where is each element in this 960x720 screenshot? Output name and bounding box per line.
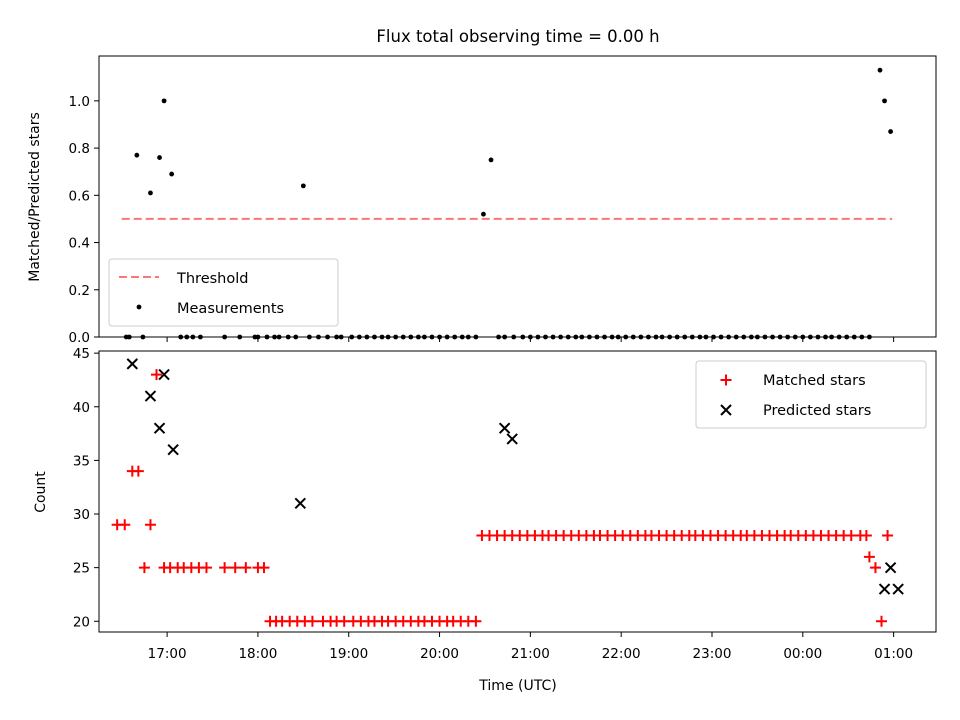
top-y-tick-label: 0.6 [69,188,90,204]
legend-measurement-label: Measurements [177,301,284,317]
matched-star-point [258,562,270,574]
measurement-point [488,157,494,163]
predicted-star-point [158,368,170,381]
top-legend: Threshold Measurements [108,258,339,327]
bottom-legend: Matched stars Predicted stars [695,360,927,429]
bottom-y-tick-label: 25 [73,561,90,577]
bottom-x-tick-label: 22:00 [602,646,641,662]
matched-star-point [151,369,163,381]
matched-star-point [138,562,150,574]
matched-star-point [863,551,875,563]
legend-measurement-swatch [136,304,142,310]
legend-predicted-label: Predicted stars [763,403,871,419]
legend-predicted-swatch [720,404,732,416]
top-y-tick-label: 0.4 [69,236,90,252]
matched-star-point [119,519,131,531]
bottom-y-axis: 20 25 30 35 40 45 [73,346,99,630]
bottom-x-axis: 17:00 18:00 19:00 20:00 21:00 22:00 23:00 00:00… [148,632,913,662]
predicted-star-point [506,433,518,445]
matched-star-point [240,562,252,574]
matched-star-point [876,615,888,627]
figure-title: Flux total observing time = 0.00 h [376,27,659,46]
bottom-legend-box [695,360,927,429]
measurement-point [877,67,883,73]
bottom-x-tick-label: 01:00 [874,646,913,662]
top-y-tick-label: 0.8 [69,141,90,157]
predicted-star-point [144,390,157,402]
top-y-axis: 0.0 0.2 0.4 0.6 0.8 1.0 [69,94,99,346]
matched-star-point [882,529,894,541]
bottom-x-tick-label: 17:00 [148,646,187,662]
top-x-axis [166,337,895,342]
top-y-tick-label: 0.0 [69,330,90,346]
bottom-x-tick-label: 00:00 [783,646,822,662]
bottom-plot-frame [98,350,937,633]
top-legend-box [108,258,339,327]
predicted-star-point [878,583,891,595]
x-axis-label: Time (UTC) [478,678,556,694]
matched-star-point [132,465,144,477]
measurement-point [481,211,486,217]
bottom-y-tick-label: 20 [73,614,90,630]
measurement-point [888,129,893,134]
matched-star-point [306,615,318,627]
bottom-y-tick-label: 35 [73,453,90,469]
bottom-y-tick-label: 45 [73,346,90,362]
legend-threshold-label: Threshold [176,271,248,287]
measurement-point [148,190,153,196]
legend-matched-swatch [720,374,732,386]
measurement-point [169,171,175,177]
measurement-point [300,183,306,189]
bottom-y-tick-label: 30 [73,507,90,523]
bottom-plot-marks [111,358,904,627]
predicted-star-point [167,443,179,456]
top-plot-frame [98,55,937,338]
bottom-x-tick-label: 21:00 [511,646,550,662]
matched-star-point [860,529,872,541]
bottom-subplot: 20 25 30 35 40 45 17:00 18:00 19:00 20:00 21:00 22… [33,346,937,694]
predicted-star-point [294,497,307,510]
measurement-point [161,98,167,104]
bottom-x-tick-label: 20:00 [420,646,459,662]
top-y-tick-label: 0.2 [69,283,90,299]
bottom-y-tick-label: 40 [73,400,90,416]
matched-star-point [869,562,881,574]
measurement-point [134,152,140,158]
measurement-point [157,155,162,160]
bottom-x-tick-label: 18:00 [238,646,277,662]
bottom-x-tick-label: 23:00 [693,646,732,662]
bottom-y-axis-label: Count [33,471,49,513]
legend-matched-label: Matched stars [763,373,866,389]
top-y-axis-label: Matched/Predicted stars [27,112,43,282]
matched-star-point [144,519,156,531]
predicted-star-point [884,561,897,574]
predicted-star-point [153,422,166,434]
matched-star-point [470,615,482,627]
measurement-point [882,98,887,104]
top-subplot: 0.0 0.2 0.4 0.6 0.8 1.0 Matched/Predicted sta… [27,55,937,346]
predicted-star-point [892,583,904,595]
predicted-star-point [498,422,511,434]
predicted-star-point [126,358,139,370]
matched-star-point [229,562,241,574]
top-y-tick-label: 1.0 [69,94,90,110]
matched-star-point [200,562,212,574]
bottom-x-tick-label: 19:00 [329,646,368,662]
matched-star-point [219,562,231,574]
